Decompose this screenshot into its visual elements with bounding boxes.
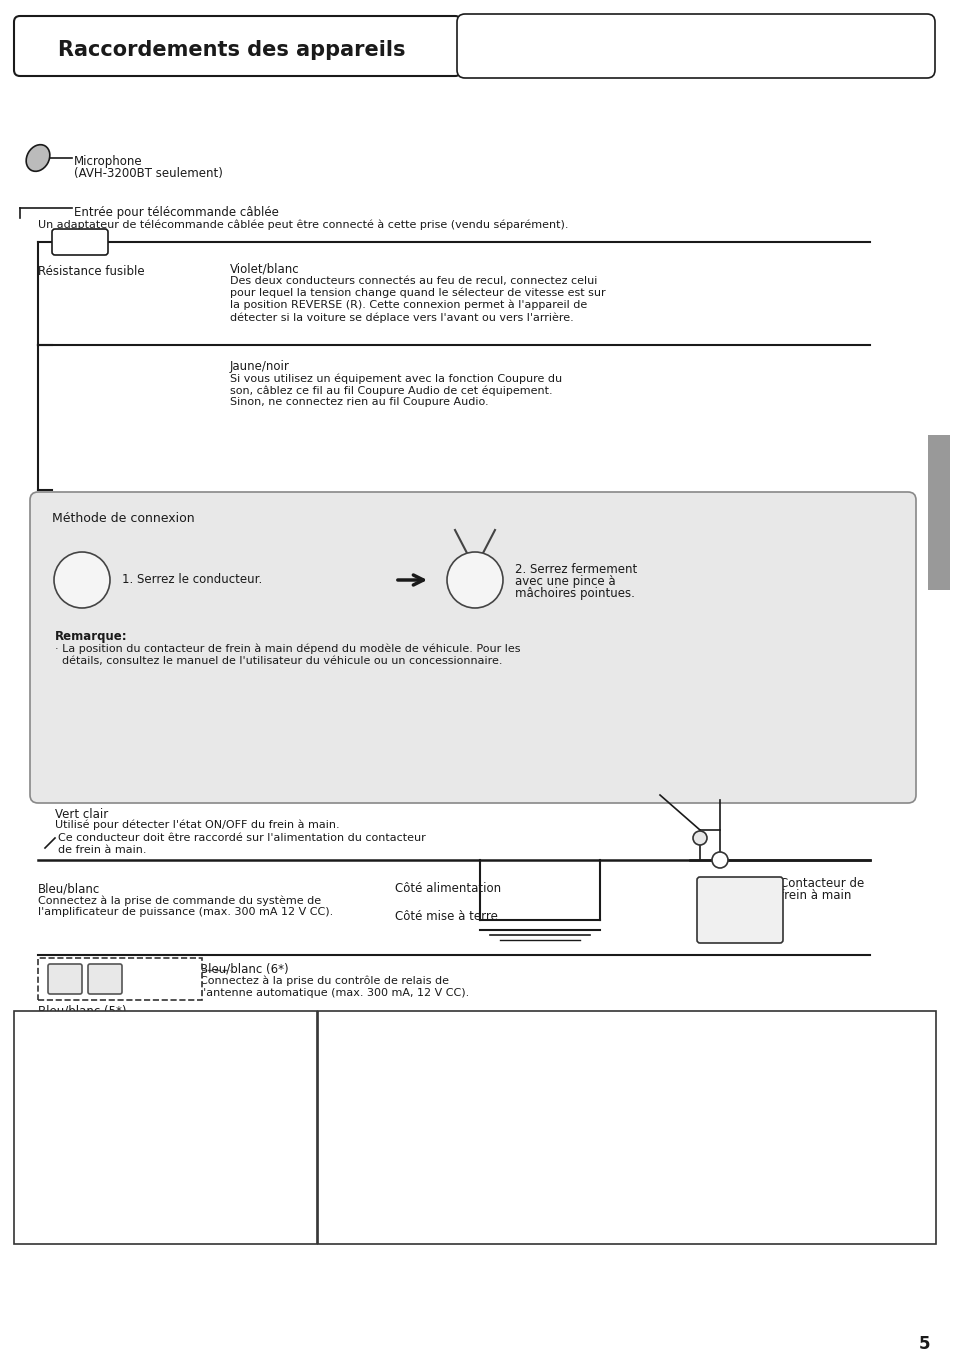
- FancyBboxPatch shape: [14, 1011, 316, 1244]
- Text: 2. Serrez fermement: 2. Serrez fermement: [515, 563, 637, 575]
- Text: Méthode de connexion: Méthode de connexion: [52, 512, 194, 525]
- Text: cet appareil. Ne raccordez rien aux conducteurs vert et vert/noir.: cet appareil. Ne raccordez rien aux cond…: [332, 1085, 701, 1095]
- FancyBboxPatch shape: [52, 229, 108, 255]
- Text: (AVH-3200BT seulement): (AVH-3200BT seulement): [74, 167, 223, 180]
- FancyBboxPatch shape: [48, 964, 82, 994]
- Text: Contacteur de: Contacteur de: [780, 877, 863, 890]
- FancyBboxPatch shape: [317, 1011, 935, 1244]
- Text: Côté alimentation: Côté alimentation: [395, 881, 500, 895]
- Circle shape: [447, 552, 502, 608]
- Text: Français: Français: [933, 486, 943, 538]
- Text: Remarque:: Remarque:: [55, 630, 128, 643]
- Text: Connectez à la prise de commande du système de: Connectez à la prise de commande du syst…: [38, 895, 321, 906]
- Text: La sortie de caisson de grave de cet appareil est monophonique.: La sortie de caisson de grave de cet app…: [332, 1049, 700, 1059]
- Circle shape: [54, 552, 110, 608]
- Text: 5: 5: [918, 1335, 929, 1353]
- Text: 1. Serrez le conducteur.: 1. Serrez le conducteur.: [122, 573, 262, 586]
- Text: (2 Ω), assurez-vous de le raccorder aux conducteurs violet et violet/noir de: (2 Ω), assurez-vous de le raccorder aux …: [332, 1072, 757, 1083]
- FancyBboxPatch shape: [697, 877, 782, 942]
- FancyBboxPatch shape: [30, 492, 915, 803]
- Text: Côté mise à terre: Côté mise à terre: [395, 910, 497, 923]
- Text: Microphone: Microphone: [74, 154, 143, 168]
- Text: Bleu/blanc (6*): Bleu/blanc (6*): [200, 963, 289, 976]
- Text: Entrée pour télécommande câblée: Entrée pour télécommande câblée: [74, 206, 278, 219]
- Text: Jaune/noir: Jaune/noir: [230, 360, 290, 372]
- Text: Ce conducteur doit être raccordé sur l'alimentation du contacteur: Ce conducteur doit être raccordé sur l'a…: [58, 833, 425, 844]
- Text: Raccordements des appareils: Raccordements des appareils: [58, 41, 405, 60]
- FancyBboxPatch shape: [38, 959, 202, 1001]
- Text: Bleu/blanc: Bleu/blanc: [38, 881, 100, 895]
- Text: détails, consultez le manuel de l'utilisateur du véhicule ou un concessionnaire.: détails, consultez le manuel de l'utilis…: [55, 655, 502, 666]
- Text: l'antenne automatique (max. 300 mA, 12 V CC).: l'antenne automatique (max. 300 mA, 12 V…: [200, 988, 469, 998]
- Text: · La position du contacteur de frein à main dépend du modèle de véhicule. Pour l: · La position du contacteur de frein à m…: [55, 645, 520, 654]
- Text: +: +: [731, 913, 742, 926]
- FancyBboxPatch shape: [927, 435, 949, 590]
- Text: Bleu/blanc (5*): Bleu/blanc (5*): [38, 1005, 127, 1018]
- Text: Des deux conducteurs connectés au feu de recul, connectez celui
pour lequel la t: Des deux conducteurs connectés au feu de…: [230, 276, 605, 322]
- Text: de frein à main.: de frein à main.: [58, 845, 147, 854]
- Text: frein à main: frein à main: [780, 890, 850, 902]
- FancyBboxPatch shape: [88, 964, 122, 994]
- Text: Si vous utilisez un équipement avec la fonction Coupure du
son, câblez ce fil au: Si vous utilisez un équipement avec la f…: [230, 372, 561, 408]
- Circle shape: [711, 852, 727, 868]
- Text: La position des broches du
connecteur ISO est différente selon
le type de véhicu: La position des broches du connecteur IS…: [28, 1022, 231, 1102]
- Text: avec une pince à: avec une pince à: [515, 575, 615, 588]
- Text: Utilisé pour détecter l'état ON/OFF du frein à main.: Utilisé pour détecter l'état ON/OFF du f…: [55, 821, 339, 830]
- Circle shape: [692, 831, 706, 845]
- Text: Un adaptateur de télécommande câblée peut être connecté à cette prise (vendu sép: Un adaptateur de télécommande câblée peu…: [38, 219, 568, 229]
- Text: mâchoires pointues.: mâchoires pointues.: [515, 588, 634, 600]
- Text: Résistance fusible: Résistance fusible: [38, 265, 145, 278]
- Ellipse shape: [26, 145, 50, 172]
- Text: Connectez à la prise du contrôle de relais de: Connectez à la prise du contrôle de rela…: [200, 976, 449, 987]
- Text: Vert clair: Vert clair: [55, 808, 108, 821]
- FancyBboxPatch shape: [456, 14, 934, 79]
- FancyBboxPatch shape: [14, 16, 460, 76]
- Text: Remarques:: Remarques:: [332, 1022, 411, 1034]
- Text: l'amplificateur de puissance (max. 300 mA 12 V CC).: l'amplificateur de puissance (max. 300 m…: [38, 907, 333, 917]
- Text: · Change le réglage initial de cet appareil (reportez-vous aux mode d'emploi).: · Change le réglage initial de cet appar…: [332, 1037, 765, 1048]
- Text: Violet/blanc: Violet/blanc: [230, 263, 299, 275]
- Text: · Lors de l'utilisation d'un haut-parleur d'extrêmes graves de 70 W: · Lors de l'utilisation d'un haut-parleu…: [332, 1062, 702, 1071]
